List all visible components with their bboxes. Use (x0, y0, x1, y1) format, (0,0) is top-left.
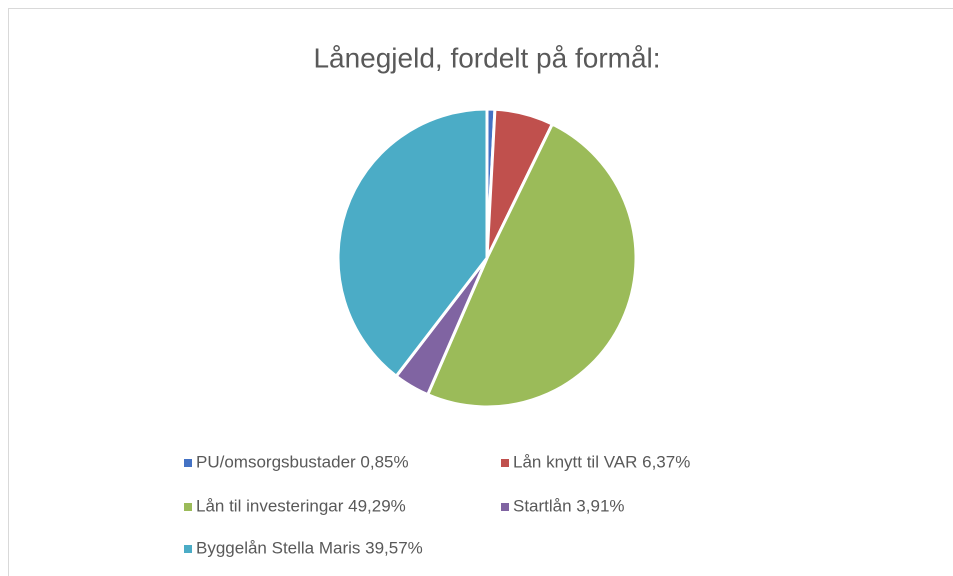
pie-slice (425, 122, 638, 409)
legend-marker (501, 459, 509, 467)
legend-marker (184, 545, 192, 553)
legend-marker (184, 503, 192, 511)
legend-label: Startlån 3,91% (513, 496, 625, 515)
legend-label: PU/omsorgsbustader 0,85% (196, 452, 409, 471)
legend-label: Lån knytt til VAR 6,37% (513, 452, 690, 471)
pie-slice (336, 107, 489, 379)
chart-title: Lånegjeld, fordelt på formål: (313, 42, 660, 73)
legend-label: Byggelån Stella Maris 39,57% (196, 538, 423, 557)
legend-marker (501, 503, 509, 511)
legend-label: Lån til investeringar 49,29% (196, 496, 406, 515)
legend-marker (184, 459, 192, 467)
